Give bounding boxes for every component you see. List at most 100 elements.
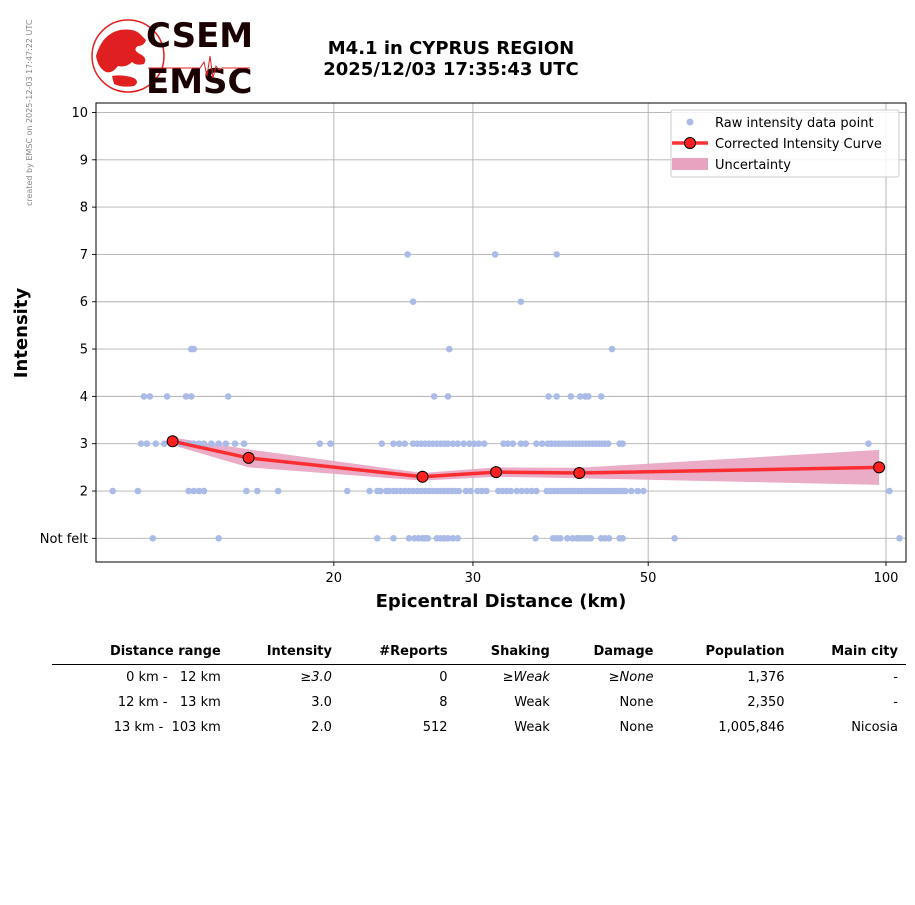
raw-data-point [533, 440, 540, 448]
raw-data-point [462, 487, 470, 495]
raw-data-point [316, 440, 324, 448]
cell-reports: 8 [439, 695, 448, 710]
raw-data-point [190, 345, 198, 353]
intensity-chart: Not felt 2 3 4 5 6 7 8 9 10 20 30 50 100 Epicentral D… [11, 102, 907, 612]
raw-data-point [522, 440, 530, 448]
raw-data-point [185, 487, 192, 495]
y-tick-label: 5 [80, 343, 88, 358]
raw-data-point [146, 393, 154, 400]
logo-seismogram-icon [148, 55, 250, 79]
raw-data-point [576, 393, 584, 400]
corrected-curve-marker [416, 470, 429, 483]
raw-data-point [344, 487, 351, 495]
y-tick-label: 2 [80, 485, 88, 500]
cell-reports: 512 [422, 720, 448, 735]
x-tick-label: 100 [874, 571, 899, 586]
raw-data-point [518, 487, 526, 495]
raw-data-point [163, 393, 171, 400]
raw-data-point [467, 487, 474, 495]
raw-data-point [587, 535, 595, 542]
raw-data-point [253, 487, 261, 495]
raw-data-point [483, 487, 490, 495]
cell-main-city: Nicosia [851, 720, 898, 735]
credit-text: created by EMSC on 2025-12-03 17:47:22 U… [25, 19, 34, 206]
raw-data-point [222, 440, 230, 448]
header-population: Population [705, 643, 785, 659]
raw-data-point [480, 440, 488, 448]
cell-reports: 0 [439, 670, 448, 685]
cell-population: 1,376 [747, 670, 785, 685]
raw-data-point [182, 393, 190, 400]
raw-data-point [449, 535, 457, 542]
raw-data-point [886, 487, 893, 495]
raw-data-point [190, 487, 198, 495]
cell-intensity: ≥3.0 [300, 670, 332, 685]
raw-data-point [585, 393, 592, 400]
raw-data-point [619, 440, 626, 448]
header-main-city: Main city [831, 643, 898, 659]
raw-data-point [424, 535, 432, 542]
header-distance-range: Distance range [109, 643, 221, 659]
raw-data-point [634, 487, 641, 495]
raw-data-point [491, 251, 499, 258]
raw-data-point [622, 487, 629, 495]
raw-data-point [430, 393, 438, 400]
legend-curve-label: Corrected Intensity Curve [715, 137, 882, 152]
raw-data-point [533, 487, 540, 495]
raw-data-point [454, 535, 462, 542]
raw-data-point [553, 393, 560, 400]
table-row: 0 km - 12 km ≥3.0 0 ≥Weak ≥None 1,376 - [52, 665, 906, 691]
raw-data-point [640, 487, 647, 495]
raw-data-point [507, 487, 515, 495]
raw-data-point [454, 440, 462, 448]
raw-data-point [215, 440, 222, 448]
x-tick-label: 30 [465, 571, 482, 586]
x-tick-label: 50 [640, 571, 657, 586]
raw-data-point [377, 487, 384, 495]
raw-data-point [532, 535, 539, 542]
cell-distance-range: 0 km - 12 km [126, 670, 221, 685]
raw-data-point [444, 440, 452, 448]
raw-data-point [460, 440, 468, 448]
raw-data-point [366, 487, 373, 495]
raw-data-point [509, 440, 517, 448]
raw-data-point [195, 487, 203, 495]
raw-data-point [628, 487, 635, 495]
y-tick-label: 6 [80, 295, 88, 310]
raw-data-point [466, 440, 473, 448]
raw-data-point [528, 487, 535, 495]
plot-frame [95, 102, 907, 563]
raw-data-point [405, 535, 413, 542]
raw-data-point [409, 298, 417, 306]
y-tick-label: 7 [80, 248, 88, 263]
legend-box [670, 109, 900, 178]
raw-data-point [143, 440, 151, 448]
raw-data-point [604, 440, 612, 448]
cell-damage: ≥None [608, 670, 654, 685]
raw-data-point [140, 393, 148, 400]
raw-data-point [390, 440, 397, 448]
cell-intensity: 2.0 [311, 720, 332, 735]
cell-shaking: Weak [514, 720, 550, 735]
y-tick-label: Not felt [40, 532, 88, 547]
y-tick-label: 9 [80, 153, 88, 168]
table-row: 12 km - 13 km 3.0 8 Weak None 2,350 - [52, 690, 906, 715]
cell-damage: None [619, 720, 654, 735]
raw-data-point [523, 487, 531, 495]
raw-data-point [564, 535, 571, 542]
raw-data-point [475, 440, 482, 448]
table-header-row: Distance range Intensity #Reports Shakin… [52, 640, 906, 665]
header-intensity: Intensity [266, 643, 332, 659]
corrected-curve-marker [490, 466, 503, 479]
logo-text-line1: CSEM [146, 16, 253, 56]
cell-distance-range: 13 km - 103 km [113, 720, 221, 735]
legend-curve-marker [684, 137, 696, 149]
raw-data-point [200, 440, 208, 448]
raw-data-point [567, 393, 575, 400]
raw-data-point [378, 440, 386, 448]
y-axis-title: Intensity [11, 288, 32, 379]
raw-data-point [137, 440, 145, 448]
raw-data-point [109, 487, 116, 495]
cell-shaking: ≥Weak [502, 670, 550, 685]
intensity-summary-table: Distance range Intensity #Reports Shakin… [52, 640, 906, 740]
